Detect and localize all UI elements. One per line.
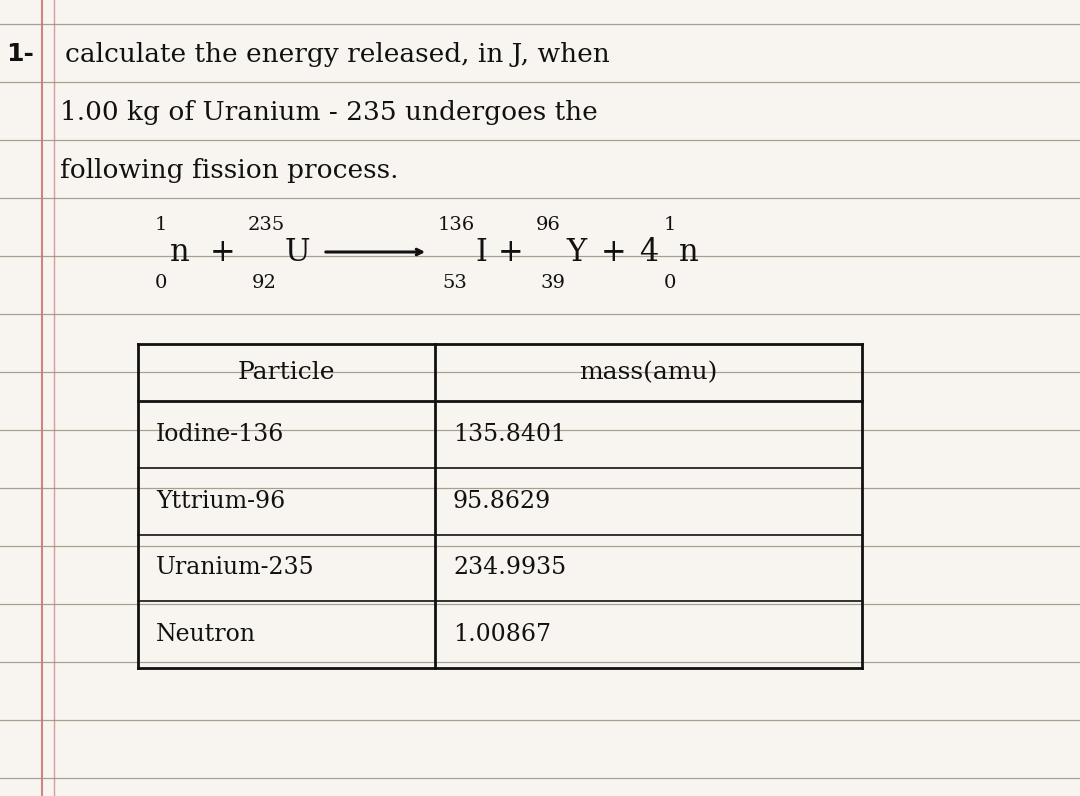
Text: 136: 136	[438, 216, 475, 234]
Text: Iodine-136: Iodine-136	[156, 423, 284, 446]
Text: Uranium-235: Uranium-235	[156, 556, 314, 579]
Text: 39: 39	[540, 274, 565, 292]
Text: Neutron: Neutron	[156, 623, 256, 646]
Text: 53: 53	[442, 274, 467, 292]
Text: 95.8629: 95.8629	[453, 490, 551, 513]
Text: 235: 235	[248, 216, 285, 234]
Text: Y: Y	[566, 236, 586, 267]
Text: +: +	[210, 236, 235, 267]
Text: following fission process.: following fission process.	[60, 158, 399, 182]
Text: n: n	[170, 236, 190, 267]
Text: Yttrium-96: Yttrium-96	[156, 490, 285, 513]
Text: 1: 1	[156, 216, 167, 234]
Text: n: n	[679, 236, 699, 267]
Text: +: +	[600, 236, 626, 267]
Text: Particle: Particle	[238, 361, 335, 384]
Text: 4: 4	[639, 236, 658, 267]
Text: 0: 0	[664, 274, 676, 292]
Text: calculate the energy released, in J, when: calculate the energy released, in J, whe…	[65, 41, 610, 67]
Text: I: I	[475, 236, 487, 267]
Text: 0: 0	[156, 274, 167, 292]
Text: 92: 92	[252, 274, 276, 292]
Text: +: +	[498, 236, 524, 267]
Text: 1-: 1-	[6, 42, 33, 66]
Text: 1.00867: 1.00867	[453, 623, 551, 646]
Text: 96: 96	[536, 216, 561, 234]
Text: 234.9935: 234.9935	[453, 556, 566, 579]
Text: mass(amu): mass(amu)	[579, 361, 718, 384]
Text: 135.8401: 135.8401	[453, 423, 566, 446]
Text: U: U	[285, 236, 311, 267]
Text: 1.00 kg of Uranium - 235 undergoes the: 1.00 kg of Uranium - 235 undergoes the	[60, 100, 597, 124]
Text: 1: 1	[664, 216, 676, 234]
